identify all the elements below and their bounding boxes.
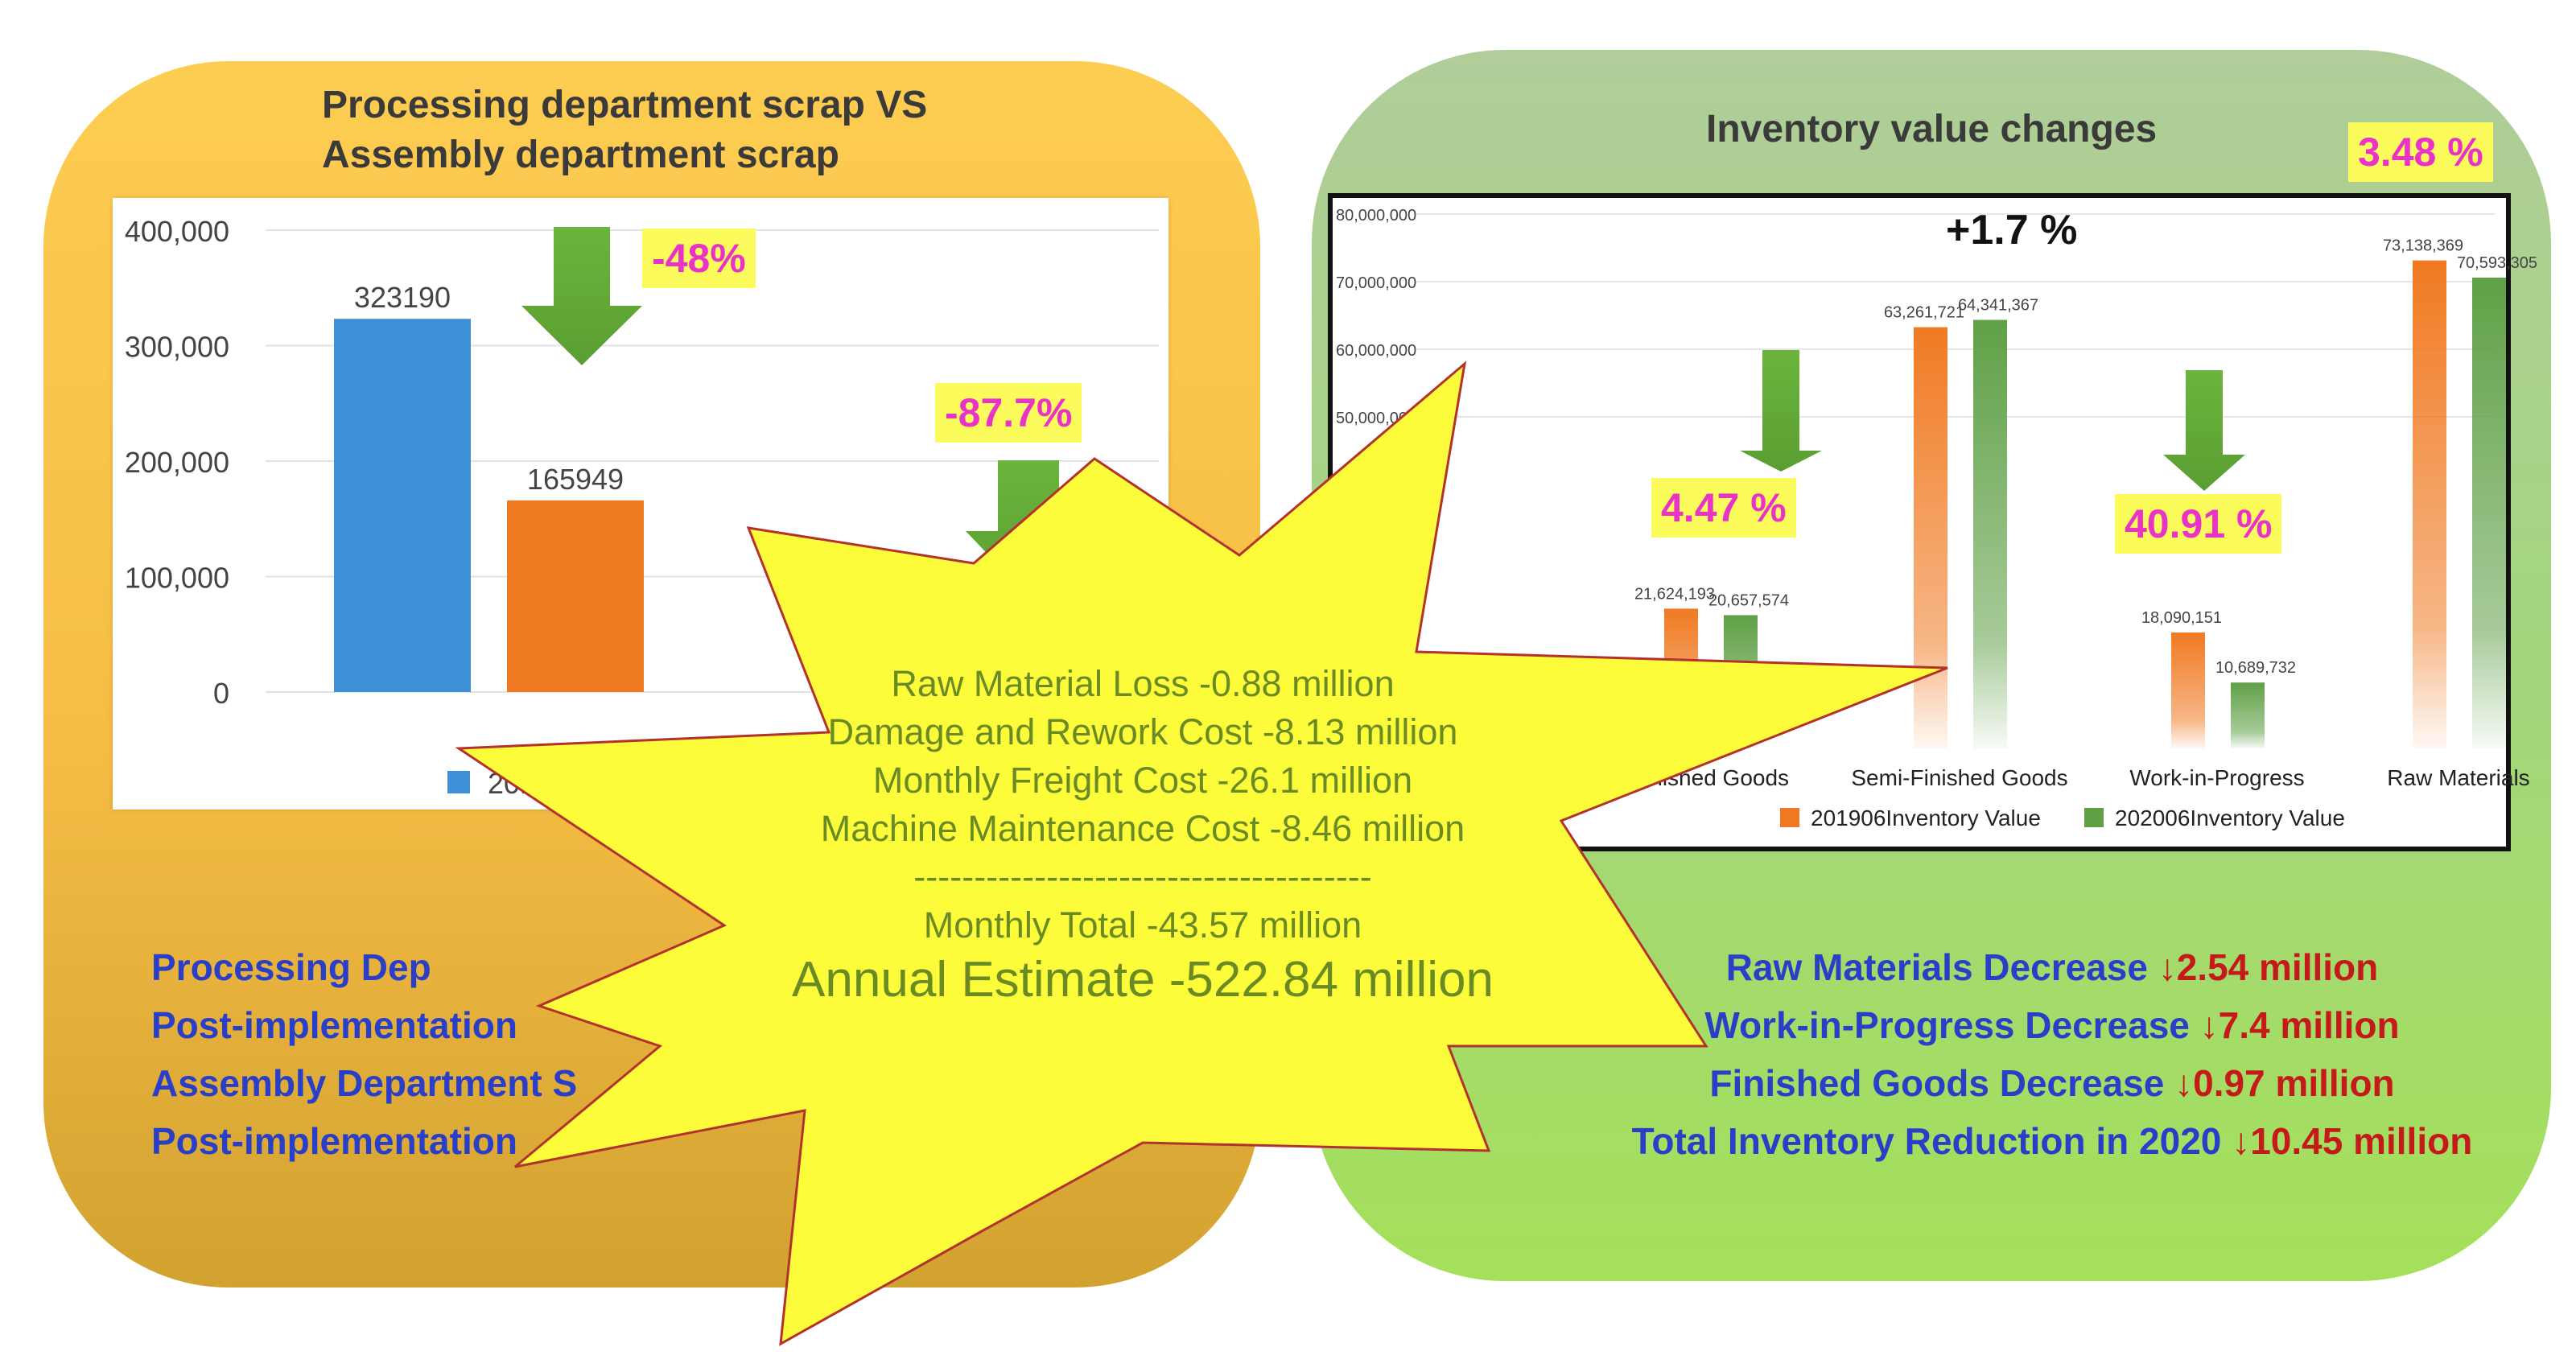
y-tick-label: 80,000,000 (1336, 207, 1416, 225)
down-arrow-icon (1740, 350, 1822, 472)
left-summary-line: Processing Dep (151, 946, 431, 988)
data-label: 73,138,369 (2383, 237, 2463, 255)
y-tick-label: 200,000 (125, 446, 229, 479)
burst-divider: -------------------------------------- (913, 856, 1372, 897)
bar (2413, 260, 2446, 748)
data-label: 21,624,193 (1634, 585, 1715, 603)
y-tick-label: 100,000 (125, 562, 229, 595)
legend-swatch (2084, 808, 2104, 827)
legend-swatch (1780, 808, 1799, 827)
legend-label: 202006Inventory Value (2115, 805, 2345, 830)
left-title: Processing department scrap VS Assembly … (322, 80, 927, 180)
legend-swatch (447, 771, 470, 793)
left-summary-line: Post-implementation (151, 1004, 517, 1046)
burst-line: Machine Maintenance Cost -8.46 million (820, 808, 1465, 849)
x-tick-label: Work-in-Progress (2129, 765, 2304, 790)
right-summary: Raw Materials Decrease ↓2.54 million Wor… (1529, 938, 2575, 1170)
legend-label: 201906Inventory Value (1811, 805, 2041, 830)
bar (334, 319, 471, 692)
bar (1973, 319, 2007, 748)
right-badge-overall: +1.7 % (1946, 207, 2078, 253)
data-label: 323190 (354, 281, 451, 314)
y-tick-label: 300,000 (125, 331, 229, 364)
data-label: 64,341,367 (1958, 297, 2038, 315)
x-tick-label: Raw Materials (2387, 765, 2529, 790)
left-title-line2: Assembly department scrap (322, 134, 839, 176)
left-summary-line: Post-implementation (151, 1120, 517, 1162)
right-title: Inventory value changes (1706, 108, 2158, 150)
starburst-shape (455, 361, 1948, 1346)
bar (2231, 682, 2265, 748)
data-label: 63,261,721 (1884, 304, 1964, 322)
right-badge-top: 3.48 % (2348, 122, 2493, 182)
right-badge-wip: 40.91 % (2115, 494, 2282, 554)
y-tick-label: 400,000 (125, 215, 229, 248)
burst-text: Raw Material Loss -0.88 million Damage a… (716, 660, 1569, 1011)
bar (507, 500, 644, 692)
bar (2171, 632, 2205, 748)
right-summary-line: Total Inventory Reduction in 2020 ↓10.45… (1631, 1120, 2473, 1162)
x-tick-label: Semi-Finished Goods (1851, 765, 2067, 790)
left-title-line1: Processing department scrap VS (322, 84, 928, 126)
right-summary-line: Work-in-Progress Decrease ↓7.4 million (1704, 1004, 2400, 1046)
data-label: 10,689,732 (2215, 659, 2296, 677)
burst-line: Raw Material Loss -0.88 million (891, 663, 1395, 704)
burst-line: Monthly Total -43.57 million (923, 904, 1362, 946)
data-label: 165949 (527, 463, 624, 496)
down-arrow-icon (521, 227, 642, 365)
y-tick-label: 60,000,000 (1336, 342, 1416, 360)
y-tick-label: 0 (213, 677, 229, 710)
burst-line: Monthly Freight Cost -26.1 million (872, 760, 1413, 801)
right-summary-line: Finished Goods Decrease ↓0.97 million (1709, 1062, 2395, 1104)
left-summary: Processing Dep Post-implementation Assem… (151, 938, 577, 1170)
left-badge-48: -48% (642, 229, 756, 288)
data-label: 20,657,574 (1708, 591, 1789, 609)
burst-annual: Annual Estimate -522.84 million (792, 952, 1494, 1007)
right-summary-line: Raw Materials Decrease ↓2.54 million (1725, 946, 2379, 988)
y-tick-label: 70,000,000 (1336, 274, 1416, 292)
burst-line: Damage and Rework Cost -8.13 million (827, 711, 1458, 752)
bar (2472, 278, 2506, 748)
right-badge-finished: 4.47 % (1651, 478, 1796, 538)
down-arrow-icon (2163, 370, 2245, 491)
data-label: 18,090,151 (2141, 609, 2222, 627)
data-label: 70,593,305 (2457, 254, 2537, 272)
left-badge-87: -87.7% (935, 383, 1082, 443)
left-summary-line: Assembly Department S (151, 1062, 578, 1104)
